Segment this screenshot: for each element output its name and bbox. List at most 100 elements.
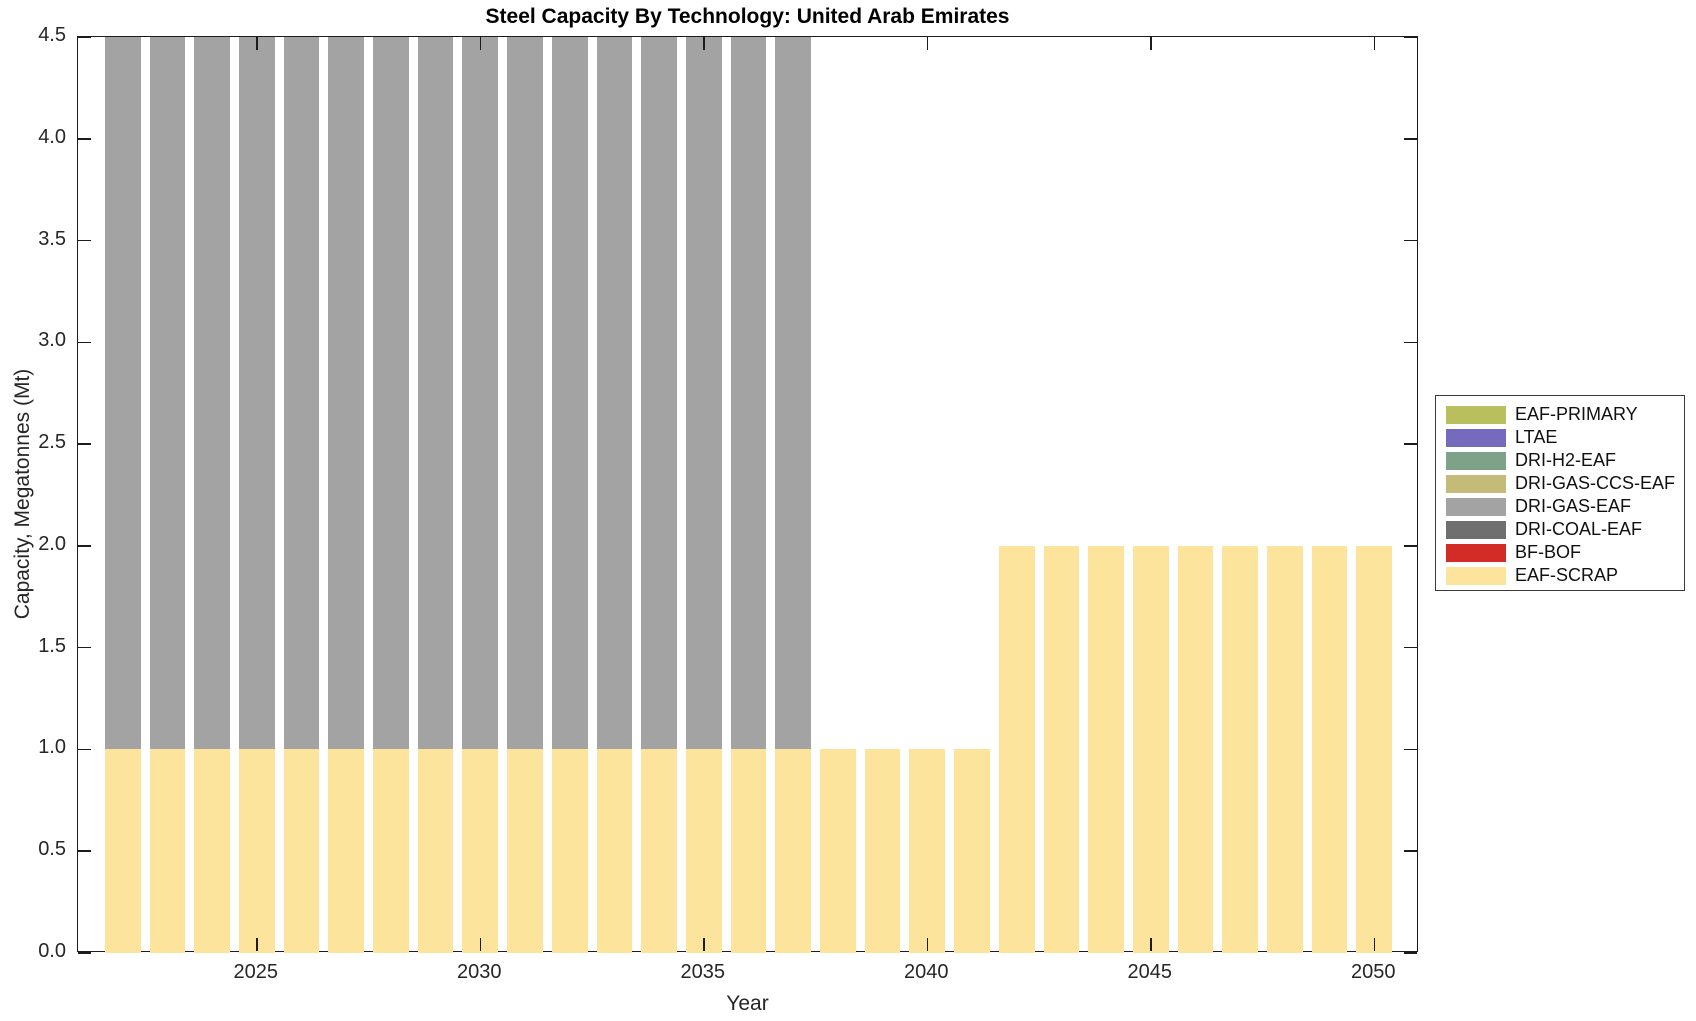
bar-segment-dri-gas-eaf	[775, 37, 812, 750]
bar-segment-eaf-scrap	[685, 749, 722, 953]
bar-segment-eaf-scrap	[1222, 545, 1259, 953]
bar-segment-dri-gas-eaf	[551, 37, 588, 750]
legend-item-eaf-primary: EAF-PRIMARY	[1436, 403, 1684, 426]
legend-item-dri-coal-eaf: DRI-COAL-EAF	[1436, 518, 1684, 541]
bar-segment-dri-gas-eaf	[685, 37, 722, 750]
x-tick-label: 2025	[233, 961, 279, 983]
legend-item-bf-bof: BF-BOF	[1436, 541, 1684, 564]
y-tick	[78, 850, 91, 852]
bar-segment-eaf-scrap	[417, 749, 454, 953]
y-tick	[78, 748, 91, 751]
bar-segment-dri-gas-eaf	[238, 37, 275, 750]
y-tick-label: 3.0	[38, 329, 66, 352]
legend-item-dri-gas-eaf: DRI-GAS-EAF	[1436, 495, 1684, 518]
y-tick	[1404, 850, 1417, 852]
x-tick-label: 2040	[904, 961, 949, 983]
x-tick	[256, 37, 258, 50]
y-tick	[78, 138, 91, 140]
y-tick-label: 3.5	[38, 227, 66, 250]
bar-segment-eaf-scrap	[1267, 545, 1303, 953]
bar-segment-dri-gas-eaf	[104, 37, 141, 750]
y-tick	[78, 545, 91, 547]
bar-segment-eaf-scrap	[998, 545, 1035, 953]
bar-segment-dri-gas-eaf	[730, 37, 767, 750]
legend-swatch	[1446, 428, 1506, 447]
legend-swatch	[1446, 405, 1506, 424]
legend-label: BF-BOF	[1515, 542, 1581, 562]
y-tick	[1404, 341, 1417, 344]
x-tick-label: 2035	[680, 961, 726, 983]
legend-label: EAF-SCRAP	[1515, 565, 1619, 585]
bar-segment-eaf-scrap	[1356, 545, 1393, 953]
y-tick-label: 4.0	[38, 125, 66, 148]
bar-segment-dri-gas-eaf	[328, 37, 365, 750]
y-tick	[1404, 138, 1417, 140]
x-tick	[703, 37, 705, 50]
y-tick	[78, 239, 91, 242]
y-tick	[1404, 239, 1417, 242]
bar-segment-eaf-scrap	[864, 749, 901, 953]
bar-segment-eaf-scrap	[954, 749, 990, 953]
bar-segment-eaf-scrap	[1132, 545, 1169, 953]
y-tick	[1404, 545, 1417, 547]
bar-segment-dri-gas-eaf	[641, 37, 677, 750]
y-tick-label: 0.0	[38, 940, 66, 962]
legend-label: LTAE	[1515, 427, 1558, 447]
legend-swatch	[1446, 520, 1506, 539]
bar-segment-eaf-scrap	[596, 749, 633, 953]
y-tick	[1404, 443, 1417, 445]
y-tick-label: 2.0	[38, 532, 66, 555]
y-tick	[78, 341, 91, 344]
legend-item-eaf-scrap: EAF-SCRAP	[1436, 564, 1684, 587]
bar-segment-dri-gas-eaf	[462, 37, 499, 750]
y-tick-label: 0.5	[38, 838, 66, 861]
x-tick	[256, 938, 258, 951]
legend-label: DRI-H2-EAF	[1515, 450, 1617, 470]
y-tick	[78, 952, 91, 954]
x-tick-label: 2050	[1351, 961, 1396, 983]
y-tick-label: 1.5	[38, 634, 66, 657]
x-tick-label: 2045	[1127, 961, 1173, 983]
bar-segment-eaf-scrap	[373, 749, 409, 953]
bar-segment-dri-gas-eaf	[373, 37, 409, 750]
chart-title: Steel Capacity By Technology: United Ara…	[485, 5, 1010, 28]
x-tick	[1150, 37, 1152, 50]
legend-swatch	[1446, 474, 1506, 493]
bar-segment-eaf-scrap	[909, 749, 946, 953]
x-tick	[479, 37, 482, 50]
legend-item-dri-h2-eaf: DRI-H2-EAF	[1436, 449, 1684, 472]
legend-item-dri-gas-ccs-eaf: DRI-GAS-CCS-EAF	[1436, 472, 1684, 495]
bar-segment-eaf-scrap	[820, 749, 856, 953]
legend: EAF-PRIMARY LTAE DRI-H2-EAF DRI-GAS-CCS-EAF…	[1435, 395, 1685, 591]
bar-segment-eaf-scrap	[641, 749, 677, 953]
y-tick-label: 1.0	[38, 736, 66, 759]
bar-segment-eaf-scrap	[1177, 545, 1214, 953]
bar-segment-dri-gas-eaf	[417, 37, 454, 750]
y-tick	[1404, 952, 1417, 954]
x-tick	[926, 938, 929, 951]
x-tick	[703, 938, 705, 951]
x-axis-label: Year	[726, 992, 769, 1015]
y-tick	[1404, 36, 1417, 38]
legend-label: DRI-GAS-EAF	[1515, 496, 1632, 516]
bar-segment-eaf-scrap	[328, 749, 365, 953]
bar-segment-dri-gas-eaf	[149, 37, 186, 750]
y-axis-label: Capacity, Megatonnes (Mt)	[11, 368, 34, 620]
y-tick	[78, 646, 91, 649]
y-tick	[1404, 646, 1417, 649]
bar-segment-dri-gas-eaf	[194, 37, 230, 750]
legend-label: DRI-GAS-CCS-EAF	[1515, 473, 1676, 493]
bar-segment-eaf-scrap	[104, 749, 141, 953]
legend-label: EAF-PRIMARY	[1515, 404, 1638, 424]
x-tick	[1150, 938, 1152, 951]
legend-swatch	[1446, 497, 1506, 516]
bar-segment-eaf-scrap	[775, 749, 812, 953]
bar-segment-eaf-scrap	[1088, 545, 1124, 953]
x-tick	[1373, 938, 1376, 951]
x-tick	[926, 37, 929, 50]
bar-segment-eaf-scrap	[283, 749, 320, 953]
x-tick	[1373, 37, 1376, 50]
bar-segment-eaf-scrap	[507, 749, 543, 953]
bar-segment-eaf-scrap	[730, 749, 767, 953]
